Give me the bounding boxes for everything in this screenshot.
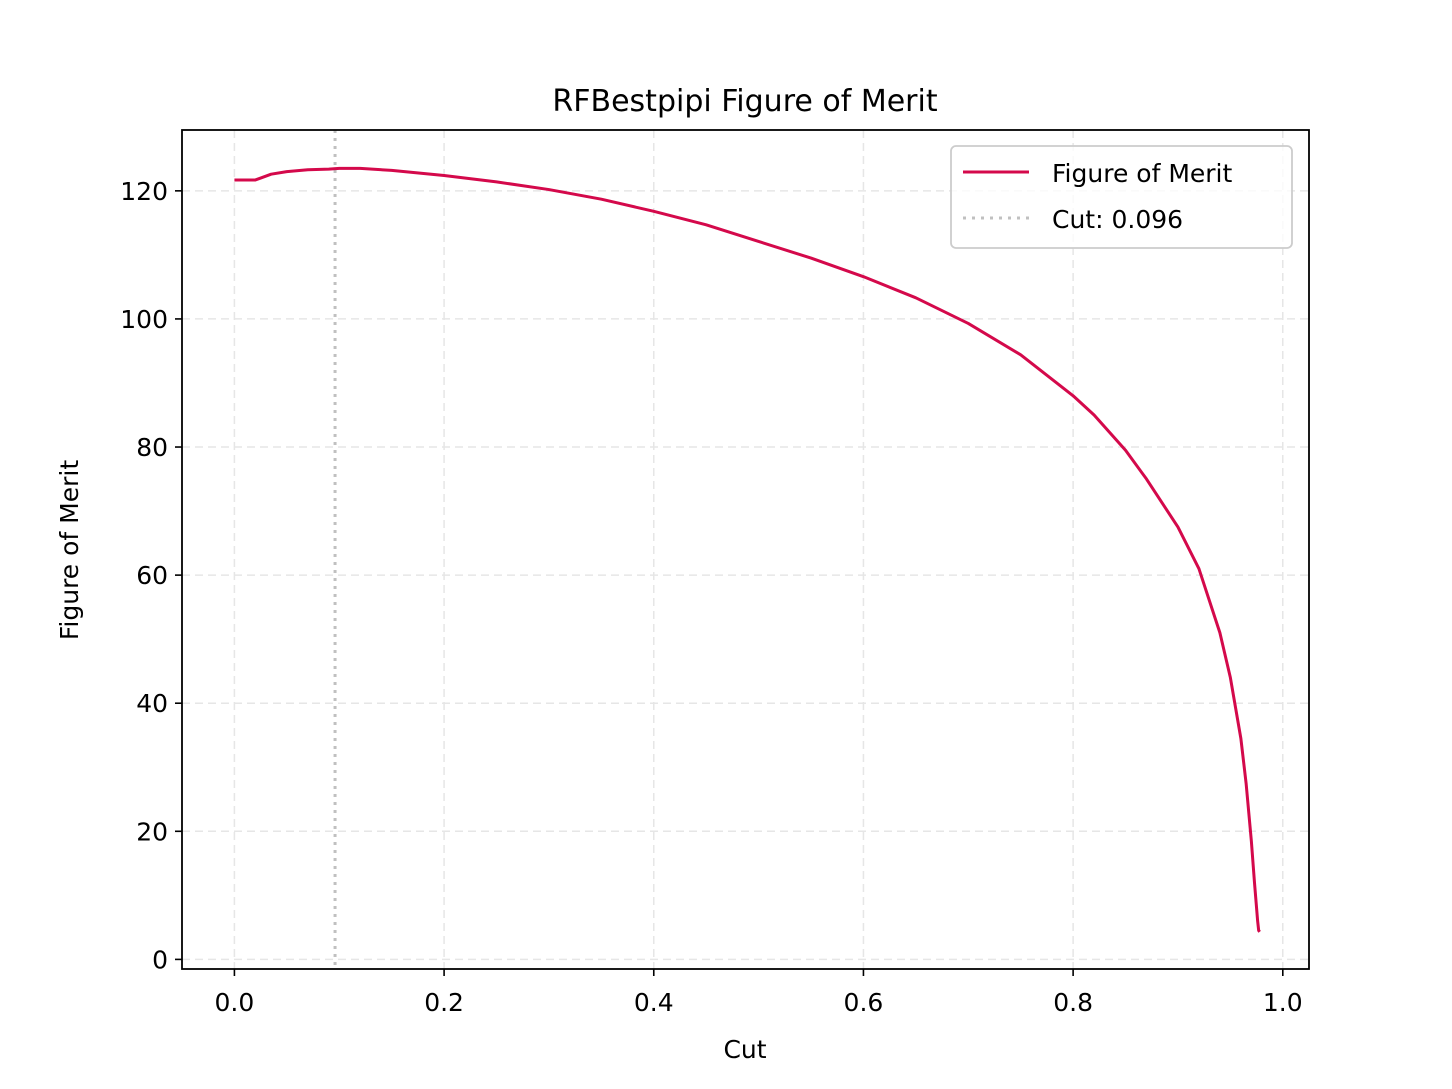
y-tick-label: 60: [136, 561, 168, 590]
x-tick-label: 0.0: [215, 988, 255, 1017]
y-axis-label: Figure of Merit: [55, 460, 84, 640]
x-tick-label: 0.2: [424, 988, 464, 1017]
legend-label-figure-of-merit: Figure of Merit: [1052, 159, 1232, 188]
y-tick-label: 0: [152, 945, 168, 974]
x-tick-label: 0.8: [1053, 988, 1093, 1017]
y-axis-ticks: 0 20 40 60 80 100 120: [120, 177, 182, 974]
plot-frame: [181, 129, 1310, 970]
legend: Figure of Merit Cut: 0.096: [950, 145, 1293, 249]
legend-box: [950, 145, 1293, 249]
x-tick-label: 0.4: [634, 988, 674, 1017]
x-axis-ticks: 0.0 0.2 0.4 0.6 0.8 1.0: [215, 969, 1303, 1017]
y-tick-label: 120: [120, 177, 168, 206]
y-tick-label: 40: [136, 689, 168, 718]
legend-label-cut: Cut: 0.096: [1052, 205, 1183, 234]
x-tick-label: 0.6: [844, 988, 884, 1017]
chart-title: RFBestpipi Figure of Merit: [552, 84, 937, 119]
figure-of-merit-line: [234, 166, 1261, 933]
x-axis-label: Cut: [723, 1035, 766, 1064]
y-tick-label: 100: [120, 305, 168, 334]
series-layer: [234, 166, 1261, 933]
y-tick-label: 20: [136, 817, 168, 846]
x-tick-label: 1.0: [1263, 988, 1303, 1017]
y-tick-label: 80: [136, 433, 168, 462]
